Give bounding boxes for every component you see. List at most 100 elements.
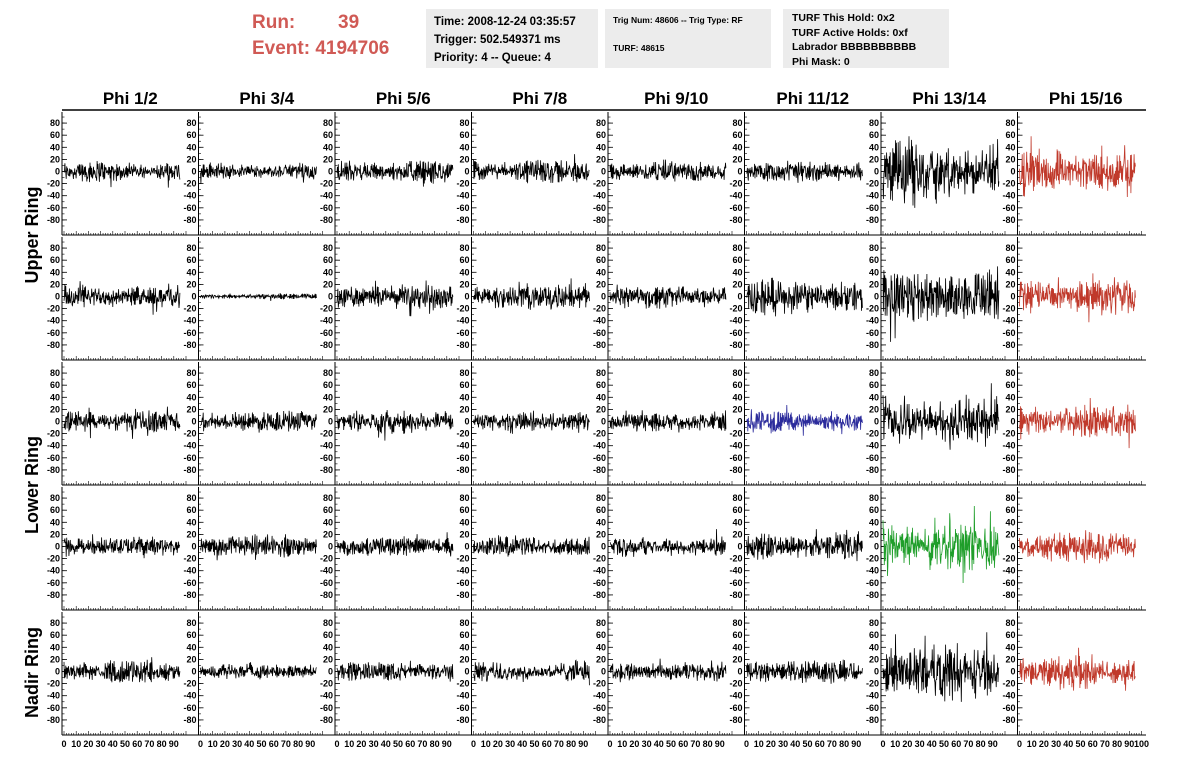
y-tick-label: 0	[328, 667, 333, 677]
y-tick-label: 60	[50, 380, 60, 390]
event-label: Event:	[252, 38, 311, 59]
y-tick-label: 80	[596, 368, 606, 378]
y-tick-label: -60	[866, 328, 879, 338]
x-tick-label: 80	[157, 739, 167, 749]
y-tick-label: -20	[320, 429, 333, 439]
y-tick-label: 60	[869, 130, 879, 140]
y-tick-label: 0	[601, 667, 606, 677]
column-title-5: Phi 9/10	[644, 89, 708, 108]
y-tick-label: 60	[596, 505, 606, 515]
y-tick-label: 60	[50, 505, 60, 515]
y-tick-label: 0	[601, 417, 606, 427]
trig-info-box: Trig Num: 48606 -- Trig Type: RF TURF: 4…	[605, 9, 771, 68]
x-tick-label: 80	[976, 739, 986, 749]
y-tick-label: -40	[1002, 191, 1015, 201]
y-tick-label: -20	[593, 554, 606, 564]
x-tick-label: 20	[902, 739, 912, 749]
waveform-trace	[63, 281, 181, 315]
x-tick-label: 10	[481, 739, 491, 749]
labrador-line: Labrador BBBBBBBBBB	[792, 41, 917, 53]
y-tick-label: 80	[596, 493, 606, 503]
y-tick-label: -60	[1002, 578, 1015, 588]
y-tick-label: 0	[464, 667, 469, 677]
y-tick-label: 80	[186, 493, 196, 503]
panel-r5-c6: -80 -60 -40 -20 0 20 40 60 80	[729, 612, 869, 735]
panel-r1-c4: -80 -60 -40 -20 0 20 40 60 80	[456, 112, 596, 235]
x-tick-label: 80	[1112, 739, 1122, 749]
y-tick-label: -80	[866, 340, 879, 350]
x-tick-label: 60	[542, 739, 552, 749]
y-tick-label: 20	[459, 529, 469, 539]
y-tick-label: -60	[593, 328, 606, 338]
y-tick-label: 20	[459, 404, 469, 414]
panel-r5-c5: -80 -60 -40 -20 0 20 40 60 80	[593, 612, 733, 735]
y-tick-label: -20	[729, 554, 742, 564]
panel-r4-c4: -80 -60 -40 -20 0 20 40 60 80	[456, 487, 596, 610]
x-tick-label: 20	[629, 739, 639, 749]
waveform-trace	[882, 632, 1000, 702]
y-tick-label: -80	[456, 340, 469, 350]
y-tick-label: 60	[459, 380, 469, 390]
waveform-trace	[609, 159, 727, 182]
y-tick-label: -80	[183, 215, 196, 225]
y-tick-label: -20	[1002, 429, 1015, 439]
x-tick-label: 0	[607, 739, 612, 749]
waveform-trace	[336, 532, 454, 557]
y-tick-label: 60	[732, 505, 742, 515]
y-tick-label: 60	[323, 255, 333, 265]
y-tick-label: 80	[459, 368, 469, 378]
y-tick-label: 40	[596, 642, 606, 652]
y-tick-label: 40	[596, 392, 606, 402]
y-tick-label: -20	[183, 679, 196, 689]
y-tick-label: 80	[869, 368, 879, 378]
y-tick-label: -80	[183, 590, 196, 600]
y-tick-label: 0	[464, 292, 469, 302]
x-tick-label: 50	[393, 739, 403, 749]
turf-hold-line: TURF This Hold: 0x2	[792, 12, 895, 24]
y-tick-label: 80	[732, 493, 742, 503]
panel-r5-c3: -80 -60 -40 -20 0 20 40 60 80	[320, 612, 460, 735]
y-tick-label: -20	[866, 429, 879, 439]
y-tick-label: -60	[729, 328, 742, 338]
y-tick-label: 80	[459, 493, 469, 503]
y-tick-label: 60	[596, 130, 606, 140]
trigger-line: Trigger: 502.549371 ms	[434, 34, 561, 46]
y-tick-label: -80	[1002, 340, 1015, 350]
y-tick-label: -80	[729, 715, 742, 725]
panel-r5-c8: -80 -60 -40 -20 0 20 40 60 80	[1002, 612, 1142, 735]
y-tick-label: 80	[1005, 493, 1015, 503]
y-tick-label: -20	[183, 429, 196, 439]
y-tick-label: -80	[593, 340, 606, 350]
y-tick-label: -20	[320, 679, 333, 689]
y-tick-label: -20	[47, 429, 60, 439]
y-tick-label: -60	[729, 453, 742, 463]
y-tick-label: -80	[47, 215, 60, 225]
x-tick-label: 100	[1134, 739, 1149, 749]
y-tick-label: 40	[323, 517, 333, 527]
y-tick-label: -80	[729, 465, 742, 475]
y-tick-label: -40	[456, 441, 469, 451]
y-tick-label: 0	[1010, 417, 1015, 427]
y-tick-label: 40	[732, 142, 742, 152]
y-tick-label: -20	[593, 179, 606, 189]
x-tick-label: 30	[778, 739, 788, 749]
y-tick-label: -60	[47, 203, 60, 213]
y-tick-label: -80	[456, 590, 469, 600]
y-tick-label: 20	[596, 529, 606, 539]
y-tick-label: 20	[596, 404, 606, 414]
phi-mask-line: Phi Mask: 0	[792, 55, 850, 68]
y-tick-label: 80	[596, 618, 606, 628]
x-tick-label: 60	[951, 739, 961, 749]
y-tick-label: 40	[50, 642, 60, 652]
y-tick-label: -40	[320, 441, 333, 451]
y-tick-label: -20	[456, 679, 469, 689]
y-tick-label: -40	[183, 691, 196, 701]
x-tick-label: 10	[208, 739, 218, 749]
panel-r1-c5: -80 -60 -40 -20 0 20 40 60 80	[593, 112, 733, 235]
y-tick-label: -60	[1002, 328, 1015, 338]
y-tick-label: 20	[596, 154, 606, 164]
column-title-8: Phi 15/16	[1049, 89, 1123, 108]
y-tick-label: 0	[191, 542, 196, 552]
y-tick-label: -20	[1002, 679, 1015, 689]
x-tick-label: 40	[1063, 739, 1073, 749]
